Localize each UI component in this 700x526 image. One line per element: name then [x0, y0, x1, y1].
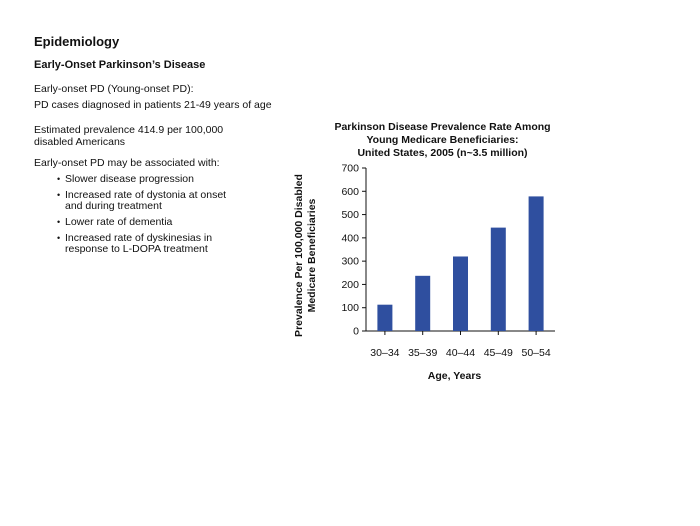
list-item: Slower disease progression [57, 174, 257, 186]
y-axis-label-line-2: Medicare Beneficiaries [306, 198, 318, 312]
slide-subtitle: Early-Onset Parkinson’s Disease [34, 59, 206, 71]
x-axis-label: Age, Years [428, 370, 482, 382]
chart-title-line: Parkinson Disease Prevalence Rate Among [334, 121, 551, 133]
x-tick-label: 35–39 [408, 347, 437, 359]
y-tick-label: 200 [341, 279, 359, 291]
associations-list: Slower disease progression Increased rat… [57, 174, 257, 260]
chart-title-line: Young Medicare Beneficiaries: [366, 134, 519, 146]
y-tick-label: 600 [341, 186, 359, 198]
y-tick-label: 500 [341, 209, 359, 221]
list-item: Increased rate of dyskinesias inresponse… [57, 233, 257, 255]
bar-45–49 [490, 227, 506, 331]
x-tick-label: 40–44 [446, 347, 475, 359]
prevalence-line-2: disabled Americans [34, 136, 126, 148]
bar-40–44 [453, 256, 468, 331]
bar-35–39 [415, 275, 431, 331]
list-item: Lower rate of dementia [57, 217, 257, 229]
definition-text: PD cases diagnosed in patients 21-49 yea… [34, 99, 272, 111]
x-tick-label: 30–34 [370, 347, 399, 359]
x-tick-label: 45–49 [484, 347, 513, 359]
prevalence-line-1: Estimated prevalence 414.9 per 100,000 [34, 124, 224, 136]
prevalence-text: Estimated prevalence 414.9 per 100,000 d… [34, 124, 274, 148]
definition-heading: Early-onset PD (Young-onset PD): [34, 83, 194, 95]
y-tick-label: 400 [341, 232, 359, 244]
associations-heading: Early-onset PD may be associated with: [34, 157, 220, 169]
y-tick-label: 300 [341, 256, 359, 268]
y-tick-label: 0 [353, 326, 359, 338]
y-axis-label-line-1: Prevalence Per 100,000 Disabled [293, 174, 305, 337]
bar-50–54 [528, 196, 544, 331]
y-tick-label: 100 [341, 302, 359, 314]
x-tick-label: 50–54 [521, 347, 550, 359]
bar-30–34 [377, 304, 393, 331]
y-tick-label: 700 [341, 163, 359, 175]
chart-title: Parkinson Disease Prevalence Rate Among … [310, 121, 575, 160]
chart-title-line: United States, 2005 (n~3.5 million) [357, 147, 528, 159]
slide-title: Epidemiology [34, 34, 120, 49]
